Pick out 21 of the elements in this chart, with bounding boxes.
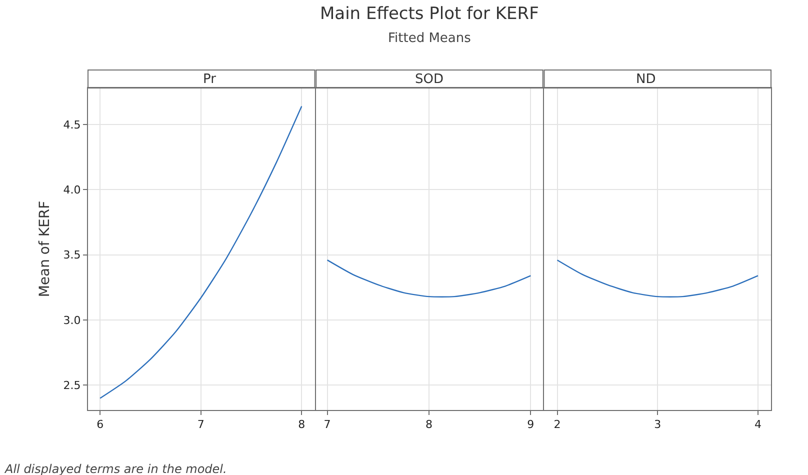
x-tick-label: 9 xyxy=(527,418,534,432)
y-tick-label: 2.5 xyxy=(63,379,81,392)
y-tick-label: 3.0 xyxy=(63,314,81,327)
x-tick-label: 7 xyxy=(324,418,331,432)
line-series xyxy=(99,106,302,399)
y-axis-title: Mean of KERF xyxy=(36,200,53,298)
chart-title: Main Effects Plot for KERF xyxy=(320,4,539,24)
x-tick-label: 8 xyxy=(298,418,306,432)
chart-subtitle: Fitted Means xyxy=(388,31,472,46)
y-tick-label: 3.5 xyxy=(63,248,81,262)
x-tick-label: 2 xyxy=(554,418,561,432)
y-tick-label: 4.5 xyxy=(63,118,81,132)
x-axis-title: Pr xyxy=(203,72,217,87)
x-tick-label: 3 xyxy=(654,418,662,432)
x-tick-label: 7 xyxy=(197,418,204,432)
x-tick-label: 6 xyxy=(96,418,104,432)
x-axis-title: ND xyxy=(636,72,656,87)
x-axis-title: SOD xyxy=(415,72,444,87)
y-tick-label: 4.0 xyxy=(63,184,81,197)
x-tick-label: 8 xyxy=(425,418,432,432)
x-tick-label: 4 xyxy=(754,418,762,432)
